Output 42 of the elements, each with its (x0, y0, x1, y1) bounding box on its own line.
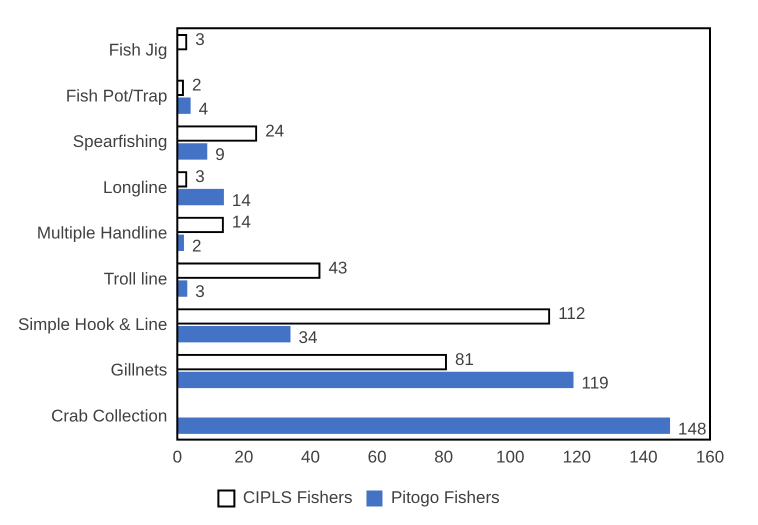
bar (177, 143, 208, 160)
data-label: 148 (678, 419, 706, 438)
data-label: 14 (232, 190, 251, 210)
data-label: 3 (195, 282, 205, 302)
y-tick-label: Fish Jig (108, 40, 168, 60)
y-tick-label: Crab Collection (51, 406, 168, 426)
legend-label: Pitogo Fishers (390, 488, 500, 508)
data-label: 119 (581, 374, 609, 393)
x-tick-label: 60 (368, 447, 387, 466)
data-label: 14 (232, 212, 251, 232)
x-tick-label: 0 (172, 447, 182, 466)
bar (177, 372, 574, 388)
x-tick-label: 100 (496, 447, 524, 466)
bar (177, 97, 191, 114)
x-tick-label: 20 (234, 447, 254, 466)
x-tick-label: 40 (301, 447, 320, 466)
data-label: 2 (192, 76, 202, 95)
y-tick-label: Multiple Handline (36, 224, 168, 243)
data-label: 3 (195, 166, 205, 186)
data-label: 4 (198, 99, 208, 118)
y-tick-label: Spearfishing (72, 132, 168, 152)
data-label: 112 (558, 304, 586, 324)
bar (177, 326, 290, 342)
data-label: 9 (215, 145, 225, 164)
x-tick-label: 140 (629, 447, 658, 466)
data-label: 24 (265, 121, 284, 140)
y-tick-label: Gillnets (110, 360, 168, 380)
data-label: 2 (192, 236, 202, 256)
bar (177, 188, 224, 206)
x-tick-label: 120 (562, 447, 592, 466)
x-tick-label: 160 (696, 447, 724, 466)
y-tick-label: Fish Pot/Trap (66, 86, 168, 106)
y-tick-label: Troll line (104, 269, 168, 288)
data-label: 43 (328, 258, 348, 278)
bar (177, 417, 670, 434)
legend-label: CIPLS Fishers (242, 488, 352, 508)
x-tick-label: 80 (434, 447, 454, 466)
y-tick-label: Longline (103, 178, 168, 197)
y-tick-label: Simple Hook & Line (18, 315, 168, 334)
data-label: 34 (298, 328, 318, 347)
data-label: 81 (454, 350, 474, 369)
data-label: 3 (195, 30, 205, 49)
